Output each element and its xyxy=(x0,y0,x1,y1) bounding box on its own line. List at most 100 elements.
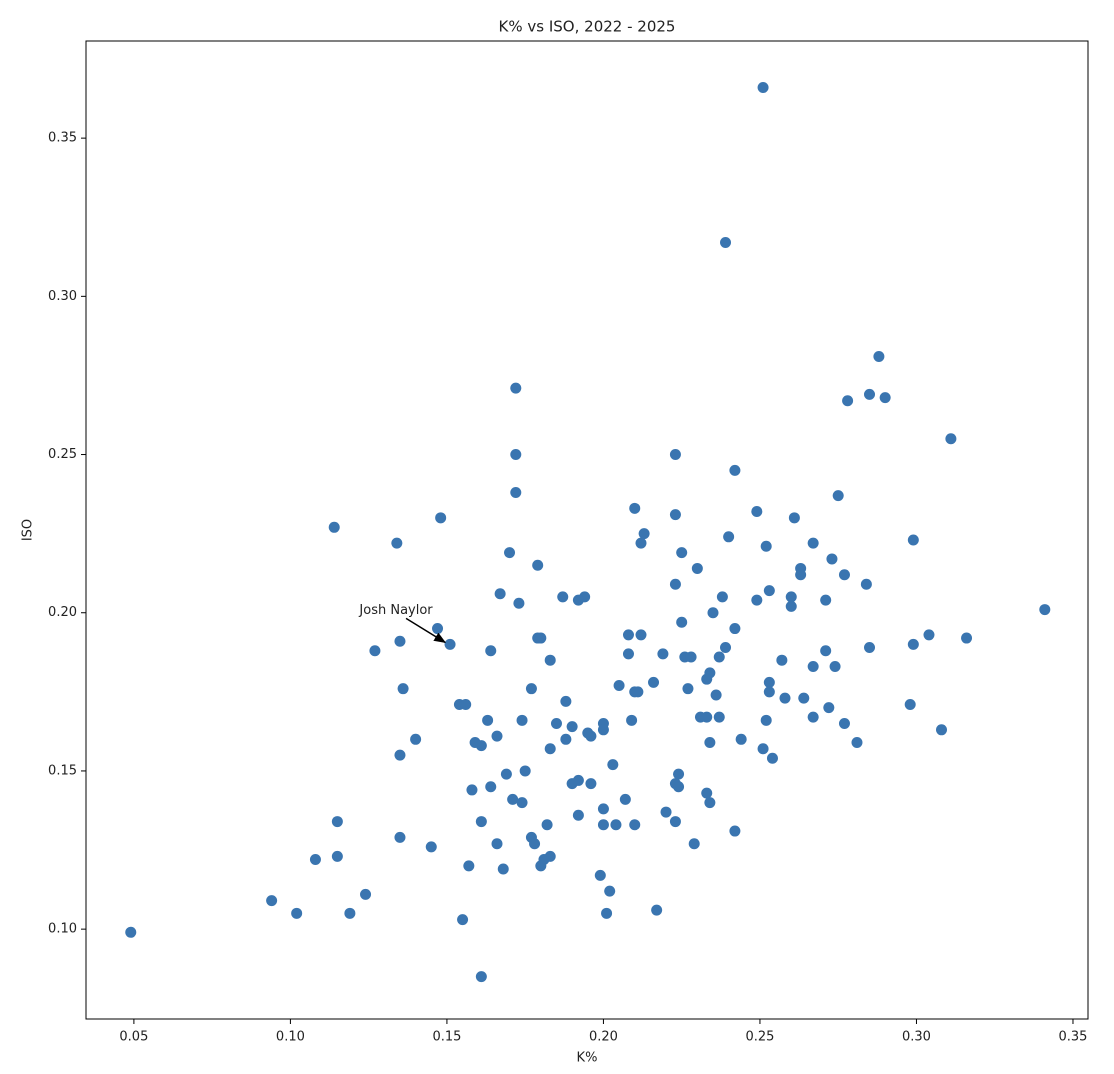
point xyxy=(607,759,619,771)
plot-frame xyxy=(85,40,1089,1020)
point xyxy=(961,632,973,644)
point xyxy=(463,860,475,872)
point xyxy=(776,654,788,666)
point xyxy=(516,714,528,726)
point xyxy=(657,648,669,660)
point xyxy=(879,392,891,404)
point xyxy=(525,683,537,695)
point xyxy=(544,743,556,755)
point xyxy=(629,819,641,831)
x-tick-label: 0.35 xyxy=(1058,1030,1087,1045)
point xyxy=(500,768,512,780)
point xyxy=(125,926,137,938)
point xyxy=(572,774,584,786)
point xyxy=(716,591,728,603)
point xyxy=(394,831,406,843)
chart-title: K% vs ISO, 2022 - 2025 xyxy=(499,18,676,36)
point xyxy=(535,632,547,644)
point xyxy=(535,860,547,872)
point xyxy=(369,645,381,657)
point xyxy=(704,797,716,809)
point xyxy=(673,781,685,793)
point xyxy=(491,730,503,742)
y-tick-label: 0.30 xyxy=(48,289,77,304)
point xyxy=(669,449,681,461)
point xyxy=(710,689,722,701)
point xyxy=(701,711,713,723)
point xyxy=(923,629,935,641)
point xyxy=(907,534,919,546)
point xyxy=(864,642,876,654)
point xyxy=(394,749,406,761)
annotation: Josh Naylor xyxy=(358,603,433,618)
point xyxy=(632,686,644,698)
point xyxy=(760,714,772,726)
point xyxy=(613,680,625,692)
point xyxy=(685,651,697,663)
point xyxy=(826,553,838,565)
point xyxy=(735,733,747,745)
point xyxy=(729,623,741,635)
point xyxy=(604,885,616,897)
point xyxy=(504,547,516,559)
point xyxy=(660,806,672,818)
point xyxy=(519,765,531,777)
point xyxy=(864,388,876,400)
point xyxy=(820,594,832,606)
point xyxy=(566,721,578,733)
point xyxy=(766,752,778,764)
point xyxy=(729,464,741,476)
point xyxy=(507,793,519,805)
point xyxy=(669,816,681,828)
point xyxy=(760,540,772,552)
point xyxy=(466,784,478,796)
x-tick-label: 0.05 xyxy=(119,1030,148,1045)
point xyxy=(751,505,763,517)
y-tick-label: 0.20 xyxy=(48,605,77,620)
point xyxy=(497,863,509,875)
point xyxy=(309,854,321,866)
point xyxy=(788,512,800,524)
point xyxy=(557,591,569,603)
point xyxy=(842,395,854,407)
point xyxy=(691,562,703,574)
point xyxy=(763,585,775,597)
point xyxy=(638,528,650,540)
point xyxy=(594,869,606,881)
point xyxy=(635,537,647,549)
point xyxy=(432,623,444,635)
point xyxy=(397,683,409,695)
point xyxy=(629,502,641,514)
point xyxy=(344,907,356,919)
point xyxy=(807,711,819,723)
point xyxy=(626,714,638,726)
annotation-arrow xyxy=(405,617,447,644)
point xyxy=(544,654,556,666)
point xyxy=(597,803,609,815)
x-axis-label: K% xyxy=(577,1051,598,1066)
point xyxy=(720,237,732,249)
point xyxy=(485,645,497,657)
point xyxy=(622,648,634,660)
point xyxy=(410,733,422,745)
point xyxy=(494,588,506,600)
x-tick-label: 0.25 xyxy=(745,1030,774,1045)
point xyxy=(701,787,713,799)
point xyxy=(622,629,634,641)
point xyxy=(444,638,456,650)
point xyxy=(529,838,541,850)
point xyxy=(585,778,597,790)
point xyxy=(541,819,553,831)
point xyxy=(601,907,613,919)
point xyxy=(550,717,562,729)
point xyxy=(425,841,437,853)
point xyxy=(669,578,681,590)
point xyxy=(704,736,716,748)
point xyxy=(751,594,763,606)
point xyxy=(676,616,688,628)
point xyxy=(516,797,528,809)
point xyxy=(838,569,850,581)
x-tick-label: 0.10 xyxy=(276,1030,305,1045)
x-tick-label: 0.30 xyxy=(902,1030,931,1045)
